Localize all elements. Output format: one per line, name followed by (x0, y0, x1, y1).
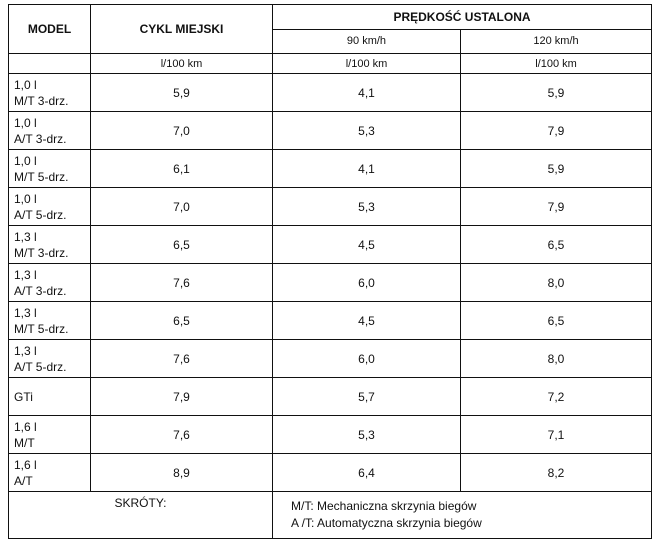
city-value: 6,1 (90, 149, 273, 188)
table-row: 1,0 l M/T 5-drz. 6,1 4,1 5,9 (8, 149, 652, 188)
model-engine: GTi (14, 389, 33, 404)
speed-120-value: 7,1 (460, 415, 652, 454)
speed-120-value: 8,2 (460, 453, 652, 492)
speed-120-value: 8,0 (460, 263, 652, 302)
table-row: 1,3 l A/T 5-drz. 7,6 6,0 8,0 (8, 339, 652, 378)
model-cell: 1,3 l A/T 3-drz. (8, 263, 91, 302)
city-value: 7,6 (90, 415, 273, 454)
model-variant: M/T 3-drz. (14, 93, 69, 108)
model-engine: 1,3 l (14, 305, 37, 320)
city-value: 6,5 (90, 301, 273, 340)
model-variant: A/T 3-drz. (14, 131, 67, 146)
table-row: 1,3 l M/T 5-drz. 6,5 4,5 6,5 (8, 301, 652, 340)
unit-120: l/100 km (460, 53, 652, 74)
header-model: MODEL (8, 4, 91, 54)
speed-90-value: 4,5 (272, 225, 461, 264)
speed-120-value: 7,9 (460, 111, 652, 150)
model-cell: 1,0 l M/T 3-drz. (8, 73, 91, 112)
table-row: 1,3 l A/T 3-drz. 7,6 6,0 8,0 (8, 263, 652, 302)
speed-120-value: 7,2 (460, 377, 652, 416)
model-cell: 1,0 l M/T 5-drz. (8, 149, 91, 188)
abbrev-title: SKRÓTY: (8, 491, 273, 539)
abbrev-legend: M/T: Mechaniczna skrzynia biegów A /T: A… (272, 491, 652, 539)
unit-90: l/100 km (272, 53, 461, 74)
speed-90-value: 5,7 (272, 377, 461, 416)
speed-120-value: 6,5 (460, 225, 652, 264)
city-value: 7,9 (90, 377, 273, 416)
model-engine: 1,3 l (14, 343, 37, 358)
model-engine: 1,0 l (14, 191, 37, 206)
model-engine: 1,6 l (14, 457, 37, 472)
model-variant: A/T (14, 473, 33, 488)
table-row: 1,6 l A/T 8,9 6,4 8,2 (8, 453, 652, 492)
city-value: 5,9 (90, 73, 273, 112)
speed-120-value: 7,9 (460, 187, 652, 226)
model-variant: A/T 5-drz. (14, 359, 67, 374)
city-value: 7,6 (90, 263, 273, 302)
city-value: 7,6 (90, 339, 273, 378)
model-cell: 1,3 l M/T 3-drz. (8, 225, 91, 264)
model-cell: 1,3 l M/T 5-drz. (8, 301, 91, 340)
header-constant-speed: PRĘDKOŚĆ USTALONA (272, 4, 652, 30)
speed-90-value: 6,0 (272, 339, 461, 378)
speed-90-value: 4,1 (272, 149, 461, 188)
abbrev-at: A /T: Automatyczna skrzynia biegów (291, 516, 482, 530)
speed-90-value: 5,3 (272, 187, 461, 226)
model-engine: 1,0 l (14, 115, 37, 130)
abbrev-mt: M/T: Mechaniczna skrzynia biegów (291, 499, 477, 513)
model-engine: 1,3 l (14, 267, 37, 282)
speed-120-value: 5,9 (460, 149, 652, 188)
city-value: 7,0 (90, 187, 273, 226)
speed-120-value: 6,5 (460, 301, 652, 340)
header-city-cycle: CYKL MIEJSKI (90, 4, 273, 54)
city-value: 6,5 (90, 225, 273, 264)
model-variant: M/T 5-drz. (14, 321, 69, 336)
table-row: 1,6 l M/T 7,6 5,3 7,1 (8, 415, 652, 454)
speed-90-value: 6,0 (272, 263, 461, 302)
model-variant: M/T 3-drz. (14, 245, 69, 260)
city-value: 8,9 (90, 453, 273, 492)
header-speed-120: 120 km/h (460, 28, 652, 54)
model-engine: 1,0 l (14, 153, 37, 168)
speed-90-value: 5,3 (272, 111, 461, 150)
model-cell: 1,0 l A/T 3-drz. (8, 111, 91, 150)
model-engine: 1,3 l (14, 229, 37, 244)
table-row: 1,3 l M/T 3-drz. 6,5 4,5 6,5 (8, 225, 652, 264)
header-speed-90: 90 km/h (272, 28, 461, 54)
model-cell: 1,6 l M/T (8, 415, 91, 454)
unit-empty-cell (8, 53, 91, 74)
city-value: 7,0 (90, 111, 273, 150)
model-variant: M/T 5-drz. (14, 169, 69, 184)
model-engine: 1,6 l (14, 419, 37, 434)
model-engine: 1,0 l (14, 77, 37, 92)
model-cell: 1,6 l A/T (8, 453, 91, 492)
model-cell: 1,3 l A/T 5-drz. (8, 339, 91, 378)
fuel-consumption-table: MODEL CYKL MIEJSKI PRĘDKOŚĆ USTALONA 90 … (8, 4, 652, 539)
speed-90-value: 5,3 (272, 415, 461, 454)
speed-90-value: 6,4 (272, 453, 461, 492)
model-cell: GTi (8, 377, 91, 416)
speed-120-value: 5,9 (460, 73, 652, 112)
table-row: GTi 7,9 5,7 7,2 (8, 377, 652, 416)
table-row: 1,0 l M/T 3-drz. 5,9 4,1 5,9 (8, 73, 652, 112)
unit-city: l/100 km (90, 53, 273, 74)
model-cell: 1,0 l A/T 5-drz. (8, 187, 91, 226)
table-row: 1,0 l A/T 5-drz. 7,0 5,3 7,9 (8, 187, 652, 226)
model-variant: M/T (14, 435, 35, 450)
speed-120-value: 8,0 (460, 339, 652, 378)
model-variant: A/T 5-drz. (14, 207, 67, 222)
speed-90-value: 4,1 (272, 73, 461, 112)
table-row: 1,0 l A/T 3-drz. 7,0 5,3 7,9 (8, 111, 652, 150)
model-variant: A/T 3-drz. (14, 283, 67, 298)
speed-90-value: 4,5 (272, 301, 461, 340)
